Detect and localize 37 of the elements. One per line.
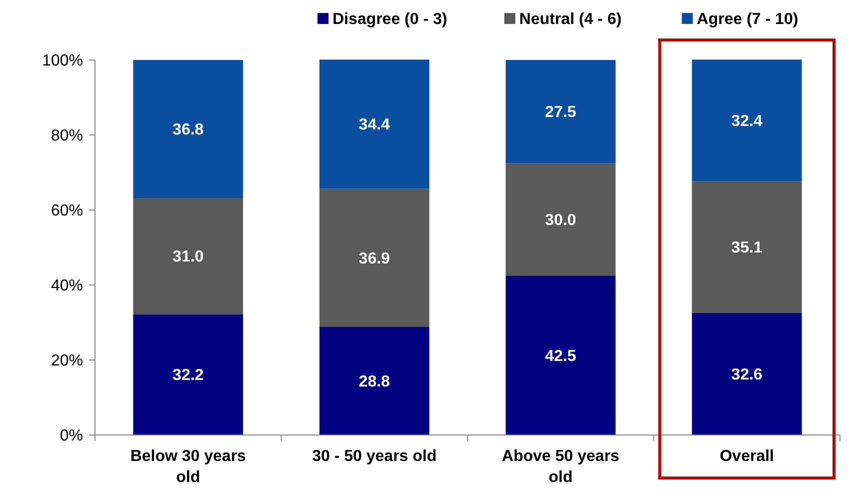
legend-label: Neutral (4 - 6) xyxy=(519,11,622,28)
data-label: 42.5 xyxy=(545,348,576,365)
y-tick-label: 40% xyxy=(50,278,83,295)
data-label: 31.0 xyxy=(172,248,204,266)
bar xyxy=(319,327,430,435)
bar xyxy=(133,60,244,198)
bar xyxy=(319,60,430,189)
bar xyxy=(506,163,616,276)
x-tick-label: Below 30 years old xyxy=(130,448,246,486)
data-label: 34.4 xyxy=(358,116,390,134)
x-tick-label: 30 - 50 years old xyxy=(312,448,437,465)
bar xyxy=(692,312,802,435)
y-tick-label: 80% xyxy=(50,128,83,145)
bar xyxy=(506,60,616,164)
y-tick-label: 60% xyxy=(50,202,83,220)
legend-label: Disagree (0 - 3) xyxy=(332,11,448,28)
data-label: 36.9 xyxy=(358,250,390,268)
legend-label: Agree (7 - 10) xyxy=(696,11,798,28)
bar xyxy=(692,181,802,313)
data-label: 32.4 xyxy=(731,112,763,130)
bar xyxy=(319,188,430,327)
bar xyxy=(692,60,802,182)
y-tick-label: 20% xyxy=(50,352,83,370)
data-label: 28.8 xyxy=(358,374,390,391)
data-label: 36.8 xyxy=(172,122,204,139)
y-tick-label: 0% xyxy=(60,428,83,445)
data-label: 35.1 xyxy=(731,240,763,257)
bar xyxy=(133,198,244,314)
bar xyxy=(133,314,244,435)
bar xyxy=(506,276,616,435)
y-tick-label: 100% xyxy=(42,52,83,70)
x-tick-label: Above 50 years old xyxy=(502,448,620,486)
x-tick-label: Overall xyxy=(720,448,774,465)
data-label: 27.5 xyxy=(545,104,576,122)
data-label: 32.2 xyxy=(172,367,204,384)
data-label: 30.0 xyxy=(545,212,576,229)
data-label: 32.6 xyxy=(731,366,763,384)
